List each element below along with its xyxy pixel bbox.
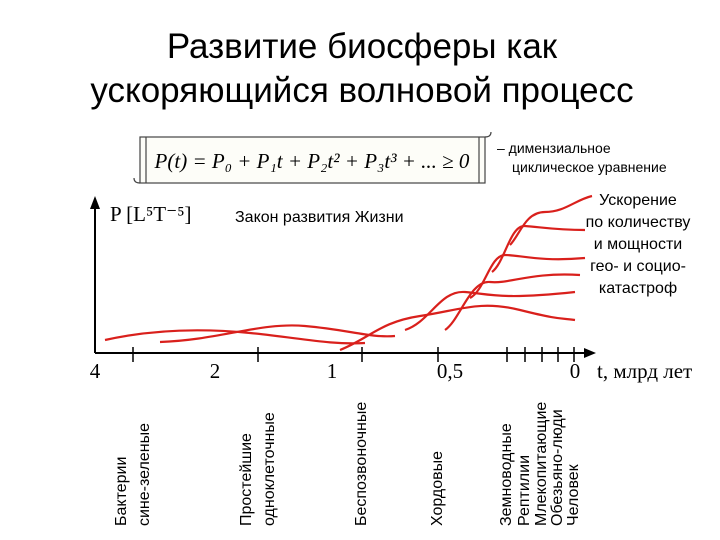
annotation-line: катастроф bbox=[599, 280, 677, 297]
law-label: Закон развития Жизни bbox=[235, 209, 404, 226]
formula-note: – димензиальное bbox=[497, 140, 611, 156]
taxon-label: Беспозвоночные bbox=[353, 402, 370, 526]
taxon-label: Рептилии bbox=[516, 455, 533, 526]
axes bbox=[90, 196, 596, 358]
annotation-line: и мощности bbox=[594, 236, 682, 253]
annotation-line: гео- и социо- bbox=[590, 258, 686, 275]
formula: P(t) = P₀ + P₁t + P₂t² + P₃t³ + ... ≥ 0 bbox=[154, 149, 470, 173]
x-tick-label: 2 bbox=[210, 359, 221, 383]
taxon-label: Хордовые bbox=[429, 451, 446, 526]
x-tick-label: 0,5 bbox=[437, 359, 463, 383]
taxon-label: Простейшие bbox=[238, 433, 255, 526]
title-line: Развитие биосферы как bbox=[167, 27, 558, 66]
formula-box bbox=[133, 131, 492, 184]
taxon-label: Бактерии bbox=[113, 457, 130, 526]
taxon-label: одноклеточные bbox=[261, 412, 278, 526]
taxon-label: Человек bbox=[565, 463, 582, 526]
x-tick-label: 1 bbox=[327, 359, 338, 383]
taxon-label: Земноводные bbox=[498, 423, 515, 526]
title-line: ускоряющийся волновой процесс bbox=[90, 71, 633, 110]
x-axis-label: t, млрд лет bbox=[597, 359, 692, 383]
annotation-line: по количеству bbox=[586, 214, 691, 231]
taxon-label: Обезьяно-люди bbox=[549, 409, 566, 526]
taxon-label: сине-зеленые bbox=[136, 423, 153, 526]
wave-curves bbox=[104, 194, 593, 352]
taxon-label: Млекопитающие bbox=[533, 402, 550, 526]
x-tick-label: 0 bbox=[570, 359, 581, 383]
formula-note: циклическое уравнение bbox=[512, 159, 667, 175]
y-axis-label: P [L⁵T⁻⁵] bbox=[110, 202, 192, 226]
annotation-line: Ускорение bbox=[599, 192, 677, 209]
x-tick-label: 4 bbox=[90, 359, 101, 383]
